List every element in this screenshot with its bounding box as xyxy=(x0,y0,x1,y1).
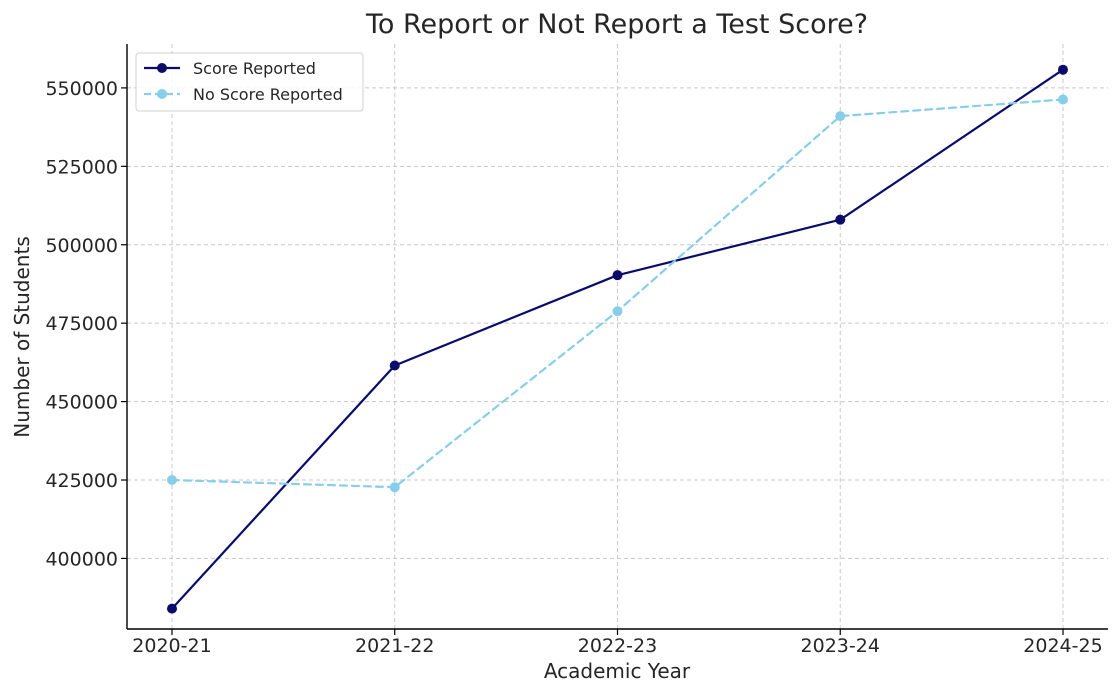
data-point-score-reported xyxy=(612,270,623,281)
data-point-no-score-reported xyxy=(389,482,400,493)
legend-label-score-reported: Score Reported xyxy=(193,59,316,78)
data-point-score-reported xyxy=(1058,64,1068,75)
y-tick-label: 450000 xyxy=(45,392,118,414)
x-axis-label: Academic Year xyxy=(544,659,691,683)
legend-marker-score-reported xyxy=(157,63,167,73)
grid xyxy=(127,44,1108,629)
data-point-no-score-reported xyxy=(612,306,623,317)
data-point-no-score-reported xyxy=(1058,94,1068,105)
legend-label-no-score-reported: No Score Reported xyxy=(193,85,343,104)
y-tick-label: 425000 xyxy=(45,470,118,492)
x-tick-label: 2022-23 xyxy=(578,635,657,657)
y-tick-label: 525000 xyxy=(45,156,118,178)
data-point-score-reported xyxy=(389,360,400,371)
y-tick-label: 475000 xyxy=(45,313,118,335)
series-layer xyxy=(167,64,1068,614)
legend-marker-no-score-reported xyxy=(157,89,167,99)
y-tick-label: 550000 xyxy=(45,78,118,100)
data-point-score-reported xyxy=(835,214,846,225)
data-point-score-reported xyxy=(167,603,177,614)
x-tick-label: 2023-24 xyxy=(801,635,880,657)
data-point-no-score-reported xyxy=(835,111,846,122)
x-tick-label: 2020-21 xyxy=(132,635,211,657)
y-tick-label: 400000 xyxy=(45,548,118,570)
legend-box xyxy=(135,52,364,112)
x-tick-label: 2021-22 xyxy=(355,635,434,657)
legend: Score Reported No Score Reported xyxy=(135,52,364,112)
y-tick-label: 500000 xyxy=(45,235,118,257)
y-axis-label: Number of Students xyxy=(10,236,34,437)
x-tick-label: 2024-25 xyxy=(1023,635,1102,657)
data-point-no-score-reported xyxy=(167,475,177,486)
chart-title: To Report or Not Report a Test Score? xyxy=(365,9,868,40)
ticks: 2020-21 2021-22 2022-23 2023-24 2024-25 40000… xyxy=(45,78,1102,657)
